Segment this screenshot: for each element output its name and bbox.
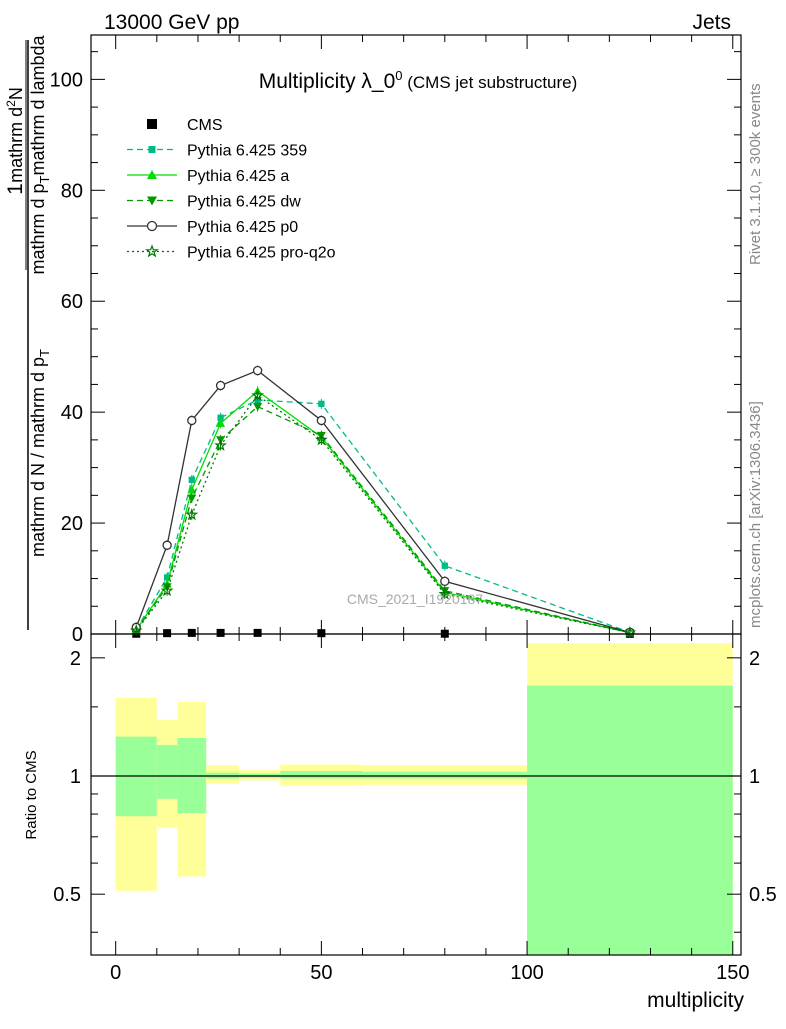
marker-open-star bbox=[185, 508, 199, 521]
ratio-y-tick-label: 0.5 bbox=[53, 884, 81, 906]
plot-title: Multiplicity λ_00 (CMS jet substructure) bbox=[259, 68, 578, 93]
marker-small-square bbox=[441, 562, 448, 569]
legend-entry: Pythia 6.425 359 bbox=[127, 143, 307, 160]
main-ylabel: 1 mathrm d N / mathrm d pT mathrm d2N ma… bbox=[4, 34, 52, 630]
y-tick-label: 80 bbox=[61, 180, 83, 202]
marker-open-circle bbox=[252, 365, 263, 376]
y-tick-label: 40 bbox=[61, 402, 83, 424]
stat-uncertainty-band bbox=[527, 685, 733, 955]
series-0 bbox=[132, 628, 634, 638]
marker-square bbox=[187, 628, 196, 637]
y-tick-label: 20 bbox=[61, 513, 83, 535]
marker-open-circle bbox=[187, 415, 197, 426]
marker-triangle-up bbox=[147, 170, 157, 179]
marker-square bbox=[163, 629, 172, 638]
marker-small-square bbox=[188, 476, 195, 483]
marker-open-circle bbox=[162, 540, 172, 550]
marker-small-square bbox=[217, 414, 224, 421]
ylabel-one: 1 bbox=[4, 183, 27, 195]
legend-entry: Pythia 6.425 dw bbox=[127, 194, 301, 211]
series-5 bbox=[129, 388, 637, 639]
y-tick-label: 60 bbox=[61, 291, 83, 313]
legend-entry: Pythia 6.425 p0 bbox=[127, 219, 298, 236]
y-tick-label: 100 bbox=[50, 69, 83, 91]
main-axes: 0 20 40 60 80 100 bbox=[50, 35, 741, 646]
legend-label: Pythia 6.425 359 bbox=[187, 143, 307, 160]
marker-open-star bbox=[314, 433, 328, 446]
legend-label: Pythia 6.425 a bbox=[187, 168, 289, 185]
series-line bbox=[135, 394, 631, 634]
marker-square bbox=[253, 628, 262, 637]
legend-entry: Pythia 6.425 pro-q2o bbox=[127, 244, 336, 262]
marker-small-square bbox=[148, 146, 156, 153]
ratio-plot-panel: 0.5 0.5 1 1 2 2 0 50 100 150 Ratio to CMS multipl… bbox=[23, 633, 777, 1012]
y-tick-label: 0 bbox=[72, 624, 83, 646]
watermark: CMS_2021_I1920187 bbox=[347, 591, 483, 607]
marker-open-circle bbox=[146, 220, 158, 232]
series-line bbox=[135, 390, 631, 634]
marker-open-circle bbox=[316, 415, 327, 426]
marker-open-circle bbox=[440, 576, 450, 587]
ratio-y-tick-label: 1 bbox=[70, 766, 81, 788]
ratio-y-tick-label: 2 bbox=[70, 648, 81, 670]
x-tick-label: 150 bbox=[716, 962, 749, 984]
ratio-plot-frame bbox=[90, 633, 742, 956]
x-tick-label: 0 bbox=[110, 962, 121, 984]
series-line bbox=[135, 369, 631, 633]
legend-entry: CMS bbox=[147, 117, 223, 134]
ylabel-denominator: mathrm d N / mathrm d pT bbox=[28, 349, 52, 557]
rivet-label: Rivet 3.1.10, ≥ 300k events bbox=[747, 83, 764, 265]
marker-triangle-down bbox=[147, 196, 157, 206]
marker-open-star bbox=[623, 625, 637, 639]
ratio-y-tick-label-right: 0.5 bbox=[749, 884, 777, 906]
marker-open-star bbox=[438, 587, 452, 600]
series-line bbox=[135, 399, 631, 633]
x-tick-label: 50 bbox=[310, 962, 332, 984]
legend-entry: Pythia 6.425 a bbox=[127, 168, 289, 185]
legend-label: Pythia 6.425 pro-q2o bbox=[187, 245, 336, 262]
stat-uncertainty-band bbox=[362, 771, 528, 779]
main-series-layer bbox=[129, 365, 637, 639]
ylabel-inner-numerator: mathrm d2N bbox=[4, 87, 26, 183]
ratio-ylabel: Ratio to CMS bbox=[23, 750, 40, 839]
marker-open-star bbox=[214, 438, 227, 451]
marker-open-star bbox=[160, 584, 174, 597]
stat-uncertainty-band bbox=[156, 744, 178, 799]
marker-open-star bbox=[129, 623, 143, 637]
marker-square bbox=[147, 119, 157, 129]
site-label: mcplots.cern.ch [arXiv:1306.3436] bbox=[747, 401, 764, 628]
header-right: Jets bbox=[692, 11, 731, 34]
ylabel-inner-denominator: mathrm d pTmathrm d lambda bbox=[28, 34, 52, 274]
marker-square bbox=[216, 628, 225, 637]
marker-triangle-down bbox=[187, 494, 197, 503]
ratio-axes: 0.5 0.5 1 1 2 2 0 50 100 150 bbox=[53, 634, 777, 984]
marker-small-square bbox=[163, 574, 171, 581]
legend-label: Pythia 6.425 dw bbox=[187, 194, 301, 211]
ratio-y-tick-label-right: 1 bbox=[749, 766, 760, 788]
main-plot-panel: 0 20 40 60 80 100 CMS_2021_I1920187 Multiplic… bbox=[50, 34, 742, 646]
marker-triangle-down bbox=[253, 403, 263, 412]
ratio-bands-layer bbox=[91, 643, 741, 955]
marker-open-star bbox=[251, 388, 265, 401]
marker-open-circle bbox=[215, 380, 226, 391]
legend-label: Pythia 6.425 p0 bbox=[187, 219, 298, 236]
marker-triangle-up bbox=[187, 485, 197, 494]
ratio-y-tick-label-right: 2 bbox=[749, 648, 760, 670]
marker-small-square bbox=[318, 400, 325, 407]
legend-label: CMS bbox=[187, 117, 223, 134]
x-tick-label: 100 bbox=[510, 962, 543, 984]
header-left: 13000 GeV pp bbox=[104, 11, 239, 34]
series-line bbox=[135, 405, 631, 634]
legend: CMS Pythia 6.425 359 Pythia 6.425 a Pythia … bbox=[127, 117, 336, 262]
x-axis-label: multiplicity bbox=[647, 989, 744, 1012]
stat-uncertainty-band bbox=[280, 770, 363, 779]
marker-triangle-up bbox=[216, 418, 226, 427]
marker-open-star bbox=[145, 244, 159, 258]
